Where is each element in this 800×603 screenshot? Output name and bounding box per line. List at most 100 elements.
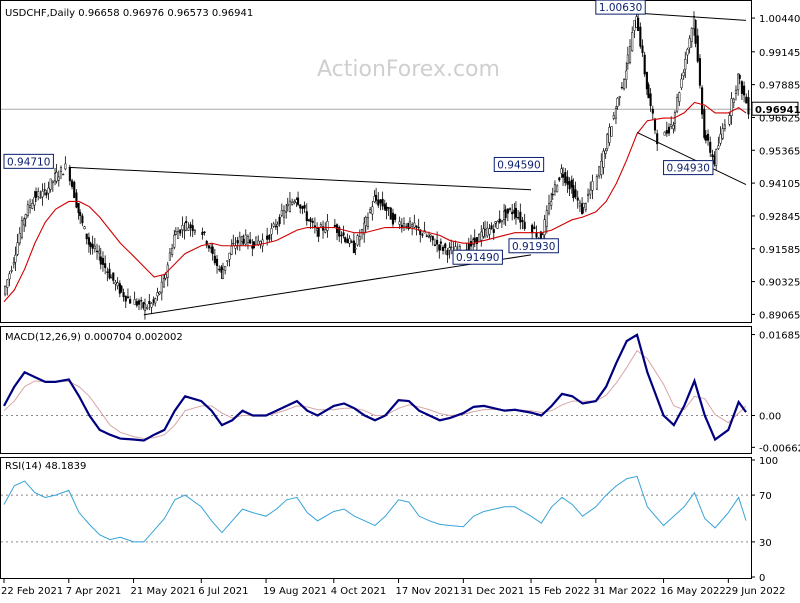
candle-body [616, 97, 619, 107]
candle-body [490, 225, 493, 230]
candle-body [436, 239, 439, 245]
candle-body [18, 232, 21, 244]
candle-body [550, 201, 553, 206]
price-annotation-label: 0.91490 [456, 252, 499, 264]
candle-body [338, 227, 341, 237]
candle-body [305, 211, 308, 222]
candle-body [272, 223, 275, 227]
candle-body [106, 271, 109, 273]
candle-body [112, 272, 115, 281]
macd-tick-label: 0.00 [759, 411, 781, 422]
candle-body [133, 299, 136, 305]
candle-body [670, 124, 673, 127]
candle-body [438, 244, 441, 251]
candle-body [20, 220, 23, 238]
candle-body [574, 189, 577, 198]
macd-axis: 0.016856 0.00 -0.006629 [751, 331, 800, 454]
candle-body [244, 234, 247, 245]
candle-body [478, 233, 481, 242]
candle-body [566, 176, 569, 185]
candle-body [709, 141, 712, 153]
trendline [68, 166, 532, 191]
candle-body [41, 190, 44, 198]
candle-body [383, 203, 386, 210]
current-price-box [751, 101, 799, 116]
candle-body [427, 236, 431, 238]
candle-body [64, 163, 67, 170]
candle-body [278, 216, 281, 225]
candle-body [519, 211, 522, 223]
price-tick-label: 0.95365 [759, 146, 800, 157]
candle-body [523, 221, 526, 229]
candle-body [87, 237, 90, 245]
candle-body [137, 300, 141, 305]
candle-body [715, 149, 718, 166]
candle-body [346, 238, 349, 244]
candle-body [114, 281, 117, 285]
candle-body [126, 296, 129, 299]
candle-body [101, 257, 105, 265]
candle-body [24, 214, 27, 219]
candle-body [578, 202, 581, 207]
candle-body [389, 207, 392, 220]
candle-body [242, 238, 245, 244]
candle-body [356, 235, 359, 246]
candle-body [8, 273, 11, 280]
candle-body [173, 234, 176, 248]
candle-body [371, 206, 374, 215]
candle-body [643, 54, 646, 75]
candle-body [201, 231, 204, 235]
price-candles [4, 9, 750, 320]
candle-body [612, 115, 615, 119]
candle-body [560, 168, 563, 174]
candle-body [425, 235, 428, 237]
candle-body [164, 274, 167, 279]
candle-body [562, 174, 565, 178]
candle-body [344, 237, 347, 243]
candle-body [647, 84, 650, 99]
candle-body [49, 178, 52, 190]
rsi-tick-label: 30 [759, 538, 772, 549]
candle-body [686, 48, 689, 56]
candle-body [653, 118, 657, 131]
macd-tick-label: 0.016856 [759, 331, 800, 342]
candle-body [162, 278, 166, 288]
candle-body [394, 214, 397, 220]
candle-body [93, 245, 96, 250]
price-axis: 1.00440 0.99145 0.97885 0.96625 0.95365 0.941… [751, 14, 800, 321]
candle-body [168, 252, 171, 261]
candle-body [307, 219, 310, 221]
price-panel-title: USDCHF,Daily 0.96658 0.96976 0.96573 0.9… [5, 8, 253, 19]
candle-body [469, 241, 473, 247]
candle-body [140, 300, 143, 302]
candle-body [189, 224, 192, 229]
candle-body [533, 226, 536, 229]
candle-body [551, 193, 554, 196]
date-tick-label: 6 Jul 2021 [198, 586, 248, 597]
candle-body [411, 224, 414, 227]
candle-body [268, 235, 271, 240]
candle-body [672, 125, 675, 130]
candle-body [680, 78, 683, 88]
candle-body [185, 221, 188, 224]
candle-body [116, 282, 119, 287]
candle-body [586, 193, 590, 196]
candle-body [122, 292, 125, 298]
price-moving-average [3, 101, 747, 303]
candle-body [146, 306, 149, 309]
candle-body [623, 79, 626, 90]
candle-body [625, 70, 628, 80]
price-annotations: 0.94710 0.94590 1.00630 0.94930 0.91490 0.919… [3, 0, 714, 265]
candle-body [417, 226, 420, 229]
candle-body [604, 150, 607, 154]
date-tick-label: 29 Jun 2022 [725, 586, 785, 597]
candle-body [517, 216, 520, 219]
candle-body [326, 221, 329, 231]
candle-body [547, 203, 551, 214]
candle-body [183, 229, 186, 232]
candle-body [14, 254, 17, 263]
candle-body [57, 176, 60, 181]
candle-body [26, 204, 29, 216]
price-annotation-box [595, 0, 646, 15]
candle-body [645, 71, 648, 90]
